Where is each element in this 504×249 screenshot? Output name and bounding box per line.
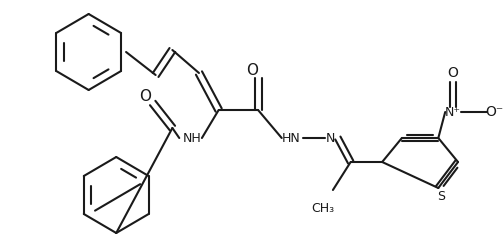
Text: O⁻: O⁻: [485, 105, 503, 119]
Text: NH: NH: [182, 131, 202, 144]
Text: N: N: [325, 131, 335, 144]
Text: CH₃: CH₃: [311, 202, 335, 215]
Text: O: O: [139, 88, 151, 104]
Text: HN: HN: [282, 131, 301, 144]
Text: S: S: [437, 189, 445, 202]
Text: O: O: [448, 66, 459, 80]
Text: O: O: [246, 62, 258, 77]
Text: N⁺: N⁺: [445, 106, 461, 119]
